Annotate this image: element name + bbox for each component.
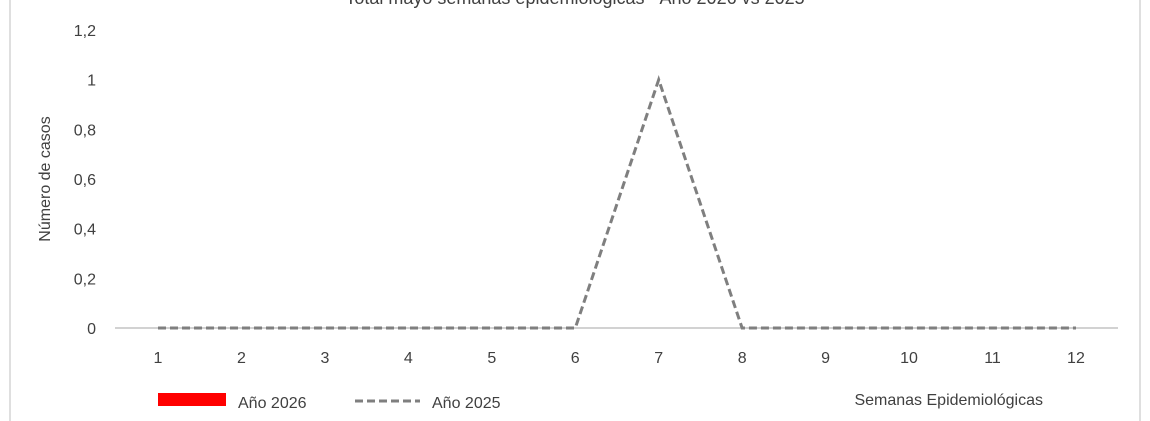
chart-title: Total mayo semanas epidemiológicas - Año… (0, 0, 1150, 9)
legend-label-2025: Año 2025 (432, 395, 501, 412)
y-axis-title: Número de casos (37, 116, 54, 241)
legend-label-2026: Año 2026 (238, 395, 307, 412)
legend-swatch-2026 (158, 393, 226, 406)
x-tick-label: 3 (320, 350, 329, 367)
y-tick-label: 0,8 (74, 122, 96, 139)
x-tick-label: 7 (654, 350, 663, 367)
x-tick-label: 8 (738, 350, 747, 367)
x-tick-label: 11 (984, 350, 1001, 367)
x-axis-title: Semanas Epidemiológicas (854, 392, 1043, 409)
y-tick-label: 1,2 (74, 23, 96, 40)
series-line-año-2025 (158, 74, 1076, 330)
x-tick-label: 2 (237, 350, 246, 367)
x-tick-label: 4 (404, 350, 413, 367)
y-tick-label: 0 (87, 321, 96, 338)
x-tick-label: 12 (1067, 350, 1085, 367)
x-tick-label: 9 (821, 350, 830, 367)
y-tick-label: 0,2 (74, 271, 96, 288)
y-tick-label: 0,6 (74, 172, 96, 189)
y-tick-label: 1 (87, 73, 96, 90)
x-tick-label: 10 (900, 350, 918, 367)
x-tick-label: 5 (487, 350, 496, 367)
y-tick-label: 0,4 (74, 222, 96, 239)
x-tick-label: 1 (154, 350, 163, 367)
x-tick-label: 6 (571, 350, 580, 367)
